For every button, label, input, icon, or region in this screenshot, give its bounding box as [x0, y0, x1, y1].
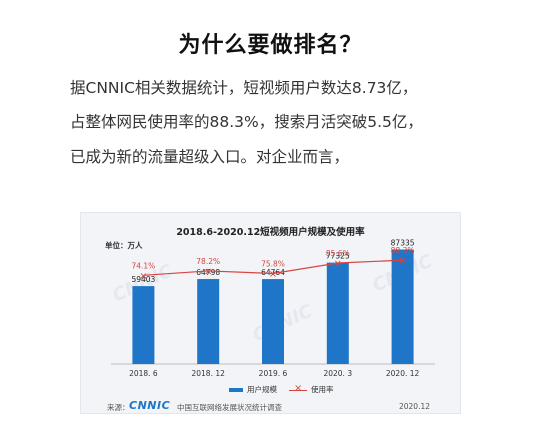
- rate-point-marker: ×: [204, 266, 212, 277]
- rate-point-marker: ×: [334, 259, 342, 270]
- rate-line: [143, 259, 403, 276]
- rate-point-marker: ×: [398, 256, 406, 267]
- unit-label: 单位：万人: [105, 241, 143, 250]
- legend-bar-label: 用户规模: [247, 385, 277, 394]
- chart-title: 2018.6-2020.12短视频用户规模及使用率: [176, 227, 365, 238]
- chart-footer: 来源： CNNIC 中国互联网络发展状况统计调查 2020.12: [81, 399, 460, 413]
- bar: [391, 249, 414, 364]
- x-tick-label: 2019. 6: [259, 369, 288, 378]
- paragraph-line-2: 占整体网民使用率的88.3%，搜索月活突破5.5亿，: [70, 113, 423, 131]
- bar-value-label: 87335: [391, 238, 415, 247]
- bar: [262, 279, 284, 364]
- page-heading: 为什么要做排名？: [178, 33, 363, 58]
- source-label: 来源：: [107, 403, 130, 412]
- legend-line-label: 使用率: [311, 385, 334, 394]
- chart-legend: 用户规模 使用率: [229, 383, 334, 395]
- legend-bar-swatch: [229, 387, 243, 392]
- rate-value-label: 78.2%: [196, 257, 220, 266]
- rate-value-label: 85.6%: [326, 249, 350, 258]
- rate-value-label: 88.3%: [391, 246, 415, 255]
- x-tick-label: 2020. 3: [323, 369, 352, 378]
- bar: [326, 262, 349, 364]
- bar-value-label: 59403: [131, 275, 155, 284]
- rate-value-label: 75.8%: [261, 259, 285, 268]
- cnnic-logo: CNNIC: [129, 399, 171, 412]
- paragraph-line-3: 已成为新的流量超级入口。对企业而言，: [70, 148, 350, 166]
- bar-value-label: 77325: [326, 252, 350, 261]
- rate-point-marker: ×: [269, 269, 277, 280]
- paragraph-line-1: 据CNNIC相关数据统计，短视频用户数达8.73亿，: [70, 79, 418, 97]
- rate-point-marker: ×: [139, 271, 147, 282]
- chart-plot: 59403 2018. 6 64798 2018. 12 64764 2019. 6 773…: [111, 238, 435, 378]
- bar: [132, 286, 155, 364]
- rate-value-label: 74.1%: [131, 261, 155, 270]
- bar-value-label: 64764: [261, 268, 285, 277]
- x-tick-label: 2018. 6: [129, 369, 158, 378]
- bar: [197, 279, 220, 364]
- report-name: 中国互联网络发展状况统计调查: [177, 403, 282, 412]
- bar-value-label: 64798: [196, 268, 220, 277]
- x-tick-label: 2018. 12: [191, 369, 225, 378]
- x-tick-label: 2020. 12: [386, 369, 420, 378]
- chart-card: CNNIC CNNIC CNNIC 2018.6-2020.12短视频用户规模及…: [80, 212, 461, 414]
- footer-date: 2020.12: [398, 402, 430, 411]
- legend-line-swatch: [289, 383, 307, 394]
